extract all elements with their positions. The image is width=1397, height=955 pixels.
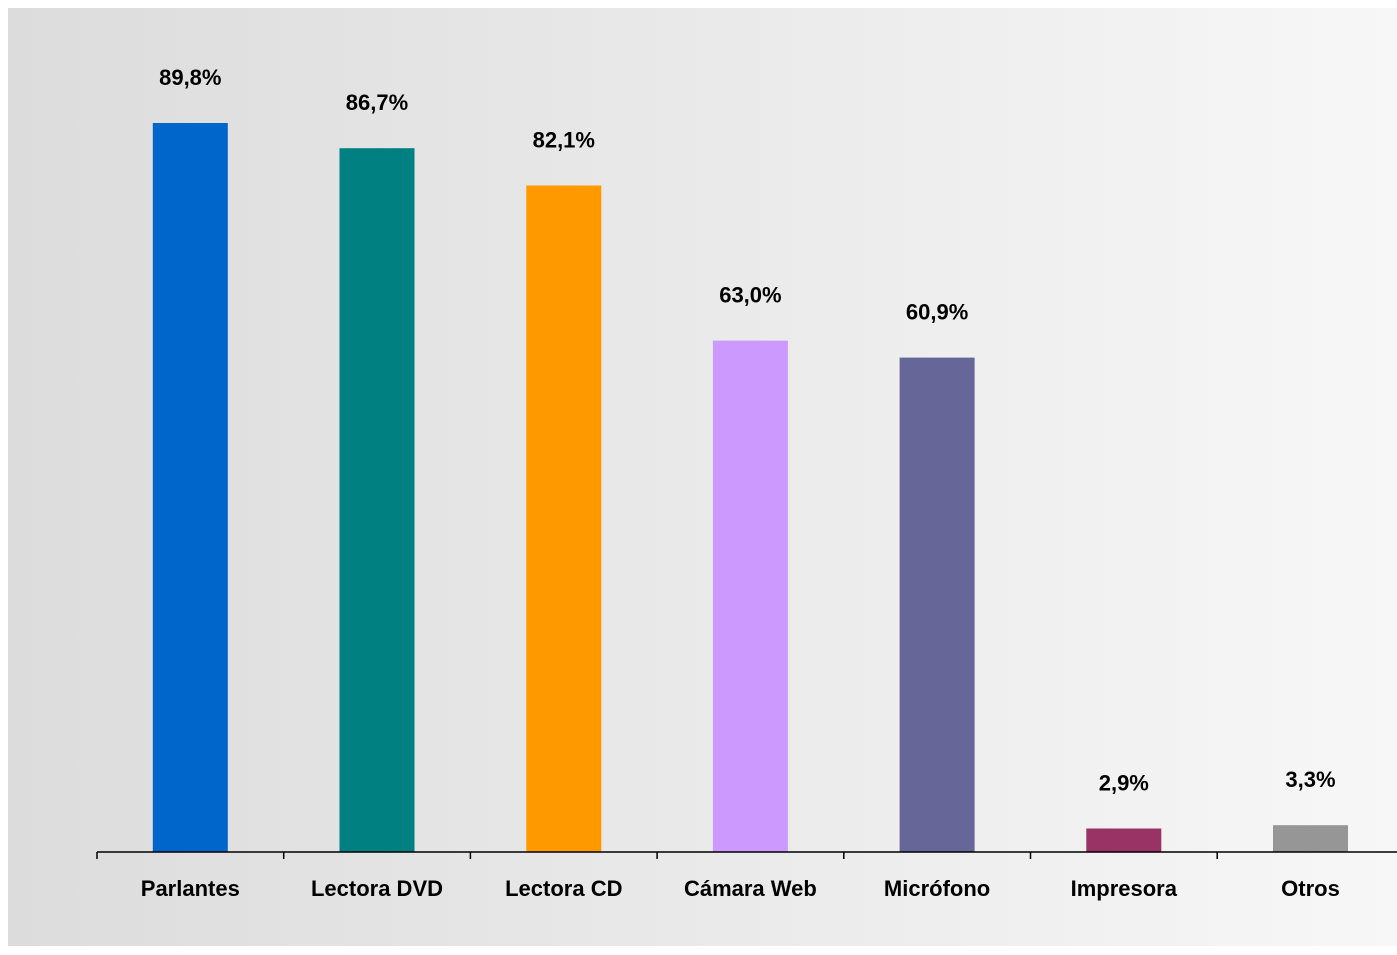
x-tick-label: Lectora DVD <box>311 876 443 901</box>
x-tick-label: Cámara Web <box>684 876 817 901</box>
bar <box>1086 828 1162 852</box>
x-tick-label: Otros <box>1281 876 1340 901</box>
labels-layer: 89,8% Parlantes 86,7% Lectora DVD 82,1% Lecto… <box>141 65 1340 901</box>
x-tick-label: Impresora <box>1071 876 1178 901</box>
x-tick-label: Parlantes <box>141 876 240 901</box>
data-label: 89,8% <box>159 65 221 90</box>
data-label: 60,9% <box>906 300 968 325</box>
bars-layer <box>152 123 1348 852</box>
data-label: 63,0% <box>719 283 781 308</box>
bar <box>899 357 975 852</box>
bar <box>712 340 788 852</box>
x-tick-label: Lectora CD <box>505 876 622 901</box>
data-label: 2,9% <box>1099 771 1149 796</box>
data-label: 86,7% <box>346 90 408 115</box>
x-tick-label: Micrófono <box>884 876 990 901</box>
data-label: 3,3% <box>1285 767 1335 792</box>
data-label: 82,1% <box>533 128 595 153</box>
bar <box>152 123 228 852</box>
x-axis <box>96 851 1397 859</box>
bar <box>526 185 602 852</box>
bar <box>339 148 415 852</box>
chart-background <box>8 8 1397 946</box>
bar <box>1273 825 1348 852</box>
